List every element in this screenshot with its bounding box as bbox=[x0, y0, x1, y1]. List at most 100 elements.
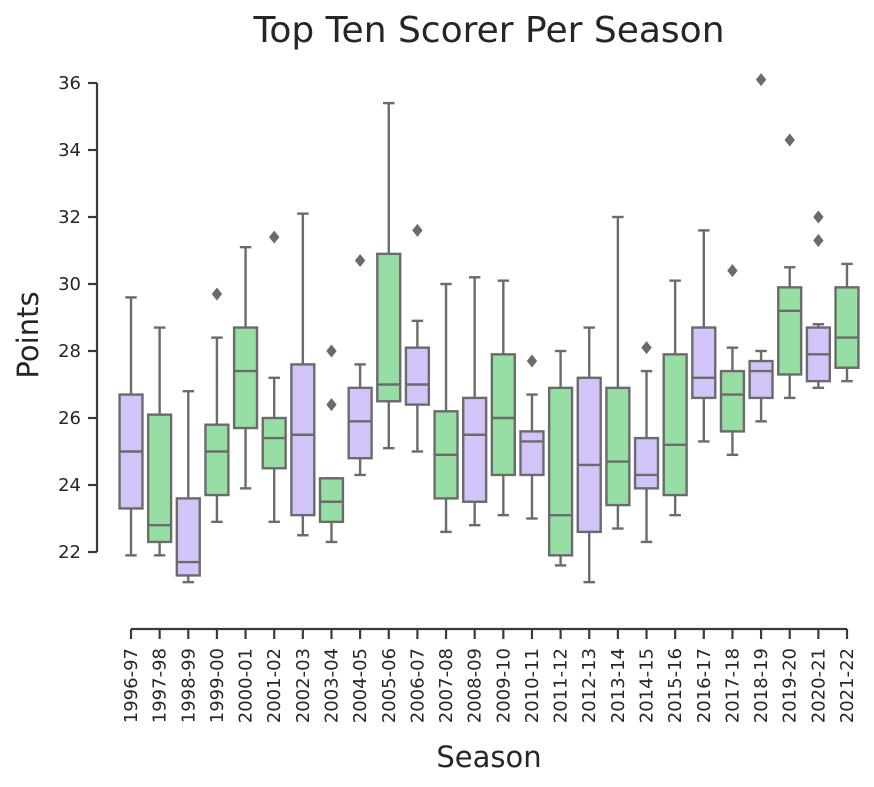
box-iqr bbox=[748, 359, 774, 400]
x-tick-label: 2012-13 bbox=[579, 648, 600, 723]
x-tick-label: 2020-21 bbox=[808, 648, 829, 723]
y-axis: 22 24 26 28 30 32 34 36 bbox=[58, 73, 99, 563]
box-2001-02 bbox=[261, 230, 287, 524]
outlier-point bbox=[354, 254, 366, 268]
y-tick-label: 36 bbox=[58, 73, 81, 94]
box-1996-97 bbox=[118, 296, 144, 557]
x-tick-label: 2001-02 bbox=[264, 648, 285, 723]
box-iqr bbox=[691, 326, 717, 400]
box-2007-08 bbox=[433, 282, 459, 534]
box-iqr bbox=[376, 252, 402, 403]
outlier-point bbox=[412, 223, 423, 237]
x-tick-label: 1997-98 bbox=[150, 648, 171, 723]
x-tick-label: 2000-01 bbox=[236, 648, 257, 723]
x-tick-label: 1998-99 bbox=[178, 648, 199, 723]
outlier-point bbox=[784, 133, 795, 147]
box-iqr bbox=[462, 396, 488, 503]
box-2006-07 bbox=[404, 223, 431, 453]
box-iqr bbox=[318, 477, 345, 524]
x-tick-label: 2004-05 bbox=[350, 648, 371, 723]
x-tick-label: 1996-97 bbox=[121, 648, 142, 723]
x-tick-label: 2011-12 bbox=[551, 648, 572, 723]
box-iqr bbox=[605, 386, 631, 507]
box-2009-10 bbox=[490, 279, 516, 517]
y-tick-label: 34 bbox=[58, 140, 81, 161]
x-tick-label: 2010-11 bbox=[522, 648, 543, 723]
box-1999-00 bbox=[204, 287, 230, 524]
box-1998-99 bbox=[175, 390, 201, 584]
box-series bbox=[118, 73, 860, 584]
x-axis: 1996-97 1997-98 1998-99 1999-00 2000-01 2001-… bbox=[121, 627, 858, 723]
box-2013-14 bbox=[605, 215, 631, 530]
box-iqr bbox=[204, 423, 230, 497]
x-tick-label: 2017-18 bbox=[722, 648, 743, 723]
box-iqr bbox=[719, 369, 746, 433]
x-tick-label: 2008-09 bbox=[465, 648, 486, 723]
box-2018-19 bbox=[748, 73, 774, 423]
box-iqr bbox=[146, 413, 173, 544]
box-2016-17 bbox=[691, 229, 717, 443]
box-2019-20 bbox=[777, 133, 803, 400]
x-tick-label: 2019-20 bbox=[780, 648, 801, 723]
x-tick-label: 2013-14 bbox=[608, 648, 629, 723]
box-iqr bbox=[576, 376, 602, 534]
box-2000-01 bbox=[232, 245, 259, 490]
outlier-point bbox=[755, 73, 767, 87]
box-2021-22 bbox=[834, 262, 860, 383]
box-2008-09 bbox=[462, 276, 488, 527]
outlier-point bbox=[727, 264, 738, 278]
box-iqr bbox=[490, 353, 516, 477]
box-iqr bbox=[519, 430, 545, 477]
box-2014-15 bbox=[633, 341, 660, 544]
x-axis-label: Season bbox=[436, 740, 541, 774]
y-tick-label: 32 bbox=[58, 207, 81, 228]
box-2011-12 bbox=[547, 349, 574, 567]
box-iqr bbox=[834, 286, 860, 369]
x-tick-label: 2006-07 bbox=[407, 648, 428, 723]
y-tick-label: 24 bbox=[58, 475, 81, 496]
x-tick-label: 2021-22 bbox=[837, 648, 858, 723]
x-tick-label: 2007-08 bbox=[436, 648, 457, 723]
outlier-point bbox=[526, 354, 538, 368]
x-tick-label: 1999-00 bbox=[207, 648, 228, 723]
box-iqr bbox=[261, 416, 287, 470]
box-2012-13 bbox=[576, 326, 602, 584]
box-2004-05 bbox=[347, 254, 373, 477]
box-iqr bbox=[633, 436, 660, 490]
box-2005-06 bbox=[376, 101, 402, 450]
y-axis-label: Points bbox=[11, 291, 45, 378]
box-iqr bbox=[547, 386, 574, 557]
box-2010-11 bbox=[519, 354, 545, 520]
outlier-point bbox=[326, 344, 337, 358]
box-iqr bbox=[777, 286, 803, 376]
x-tick-label: 2018-19 bbox=[751, 648, 772, 723]
y-tick-label: 30 bbox=[58, 274, 81, 295]
x-tick-label: 2005-06 bbox=[379, 648, 400, 723]
x-tick-label: 2002-03 bbox=[293, 648, 314, 723]
box-iqr bbox=[175, 497, 201, 577]
x-tick-label: 2014-15 bbox=[637, 648, 658, 723]
y-tick-label: 28 bbox=[58, 341, 81, 362]
x-tick-label: 2003-04 bbox=[321, 648, 342, 723]
box-2020-21 bbox=[805, 210, 832, 390]
chart-title: Top Ten Scorer Per Season bbox=[252, 10, 724, 51]
x-tick-label: 2009-10 bbox=[493, 648, 514, 723]
x-tick-label: 2016-17 bbox=[694, 648, 715, 723]
box-iqr bbox=[232, 326, 259, 430]
outlier-point bbox=[813, 233, 824, 247]
box-1997-98 bbox=[146, 326, 173, 557]
outlier-point bbox=[326, 398, 337, 412]
box-2017-18 bbox=[719, 264, 746, 457]
box-2015-16 bbox=[662, 279, 688, 517]
box-2003-04 bbox=[318, 344, 345, 544]
box-iqr bbox=[347, 386, 373, 460]
x-tick-label: 2015-16 bbox=[665, 648, 686, 723]
box-iqr bbox=[404, 346, 431, 406]
box-iqr bbox=[290, 363, 316, 517]
y-tick-label: 22 bbox=[58, 542, 81, 563]
outlier-point bbox=[269, 230, 280, 244]
box-2002-03 bbox=[290, 212, 316, 537]
outlier-point bbox=[211, 287, 223, 301]
outlier-point bbox=[641, 341, 652, 355]
